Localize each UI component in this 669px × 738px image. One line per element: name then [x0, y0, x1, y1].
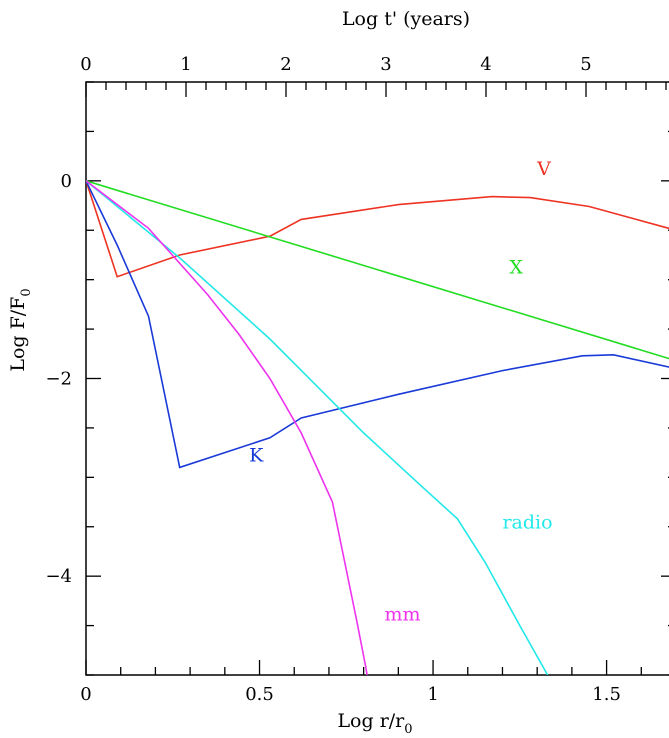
- series-line-x: [86, 180, 669, 360]
- x-tick-label: 0.5: [245, 684, 274, 705]
- x2-tick-label: 3: [380, 54, 391, 75]
- x-tick-label: 1.5: [592, 684, 621, 705]
- series-line-radio: [86, 180, 549, 675]
- x-tick-label: 0: [80, 684, 91, 705]
- x2-tick-label: 2: [280, 54, 291, 75]
- y-tick-label: −4: [45, 566, 72, 587]
- axis-ticks: [85, 81, 669, 676]
- x2-tick-label: 5: [580, 54, 591, 75]
- series-label-mm: mm: [384, 604, 420, 626]
- series-line-v: [86, 180, 669, 278]
- y-tick-label: 0: [61, 171, 72, 192]
- x2-tick-label: 0: [80, 54, 91, 75]
- series-label-radio: radio: [502, 512, 552, 534]
- left-axis-title-subscript: 0: [19, 288, 34, 296]
- x2-tick-label: 1: [180, 54, 191, 75]
- bottom-axis-title-subscript: 0: [404, 722, 412, 737]
- top-axis-title: Log t' (years): [342, 8, 470, 30]
- series-label-x: X: [509, 257, 523, 279]
- y-tick-label: −2: [45, 369, 72, 390]
- series-label-v: V: [536, 158, 551, 180]
- series-line-k: [86, 180, 669, 469]
- bottom-axis-title: Log r/r0: [337, 710, 412, 737]
- series-label-k: K: [249, 445, 264, 467]
- series-line-mm: [86, 180, 368, 675]
- left-axis-title: Log F/F0: [7, 288, 34, 371]
- x2-tick-label: 4: [480, 54, 491, 75]
- x-tick-label: 1: [427, 684, 438, 705]
- tick-labels: 0 0.5 1 1.5 0 1 2 3 4 5 0 −2 −4: [45, 54, 620, 705]
- plot-frame: [85, 81, 669, 676]
